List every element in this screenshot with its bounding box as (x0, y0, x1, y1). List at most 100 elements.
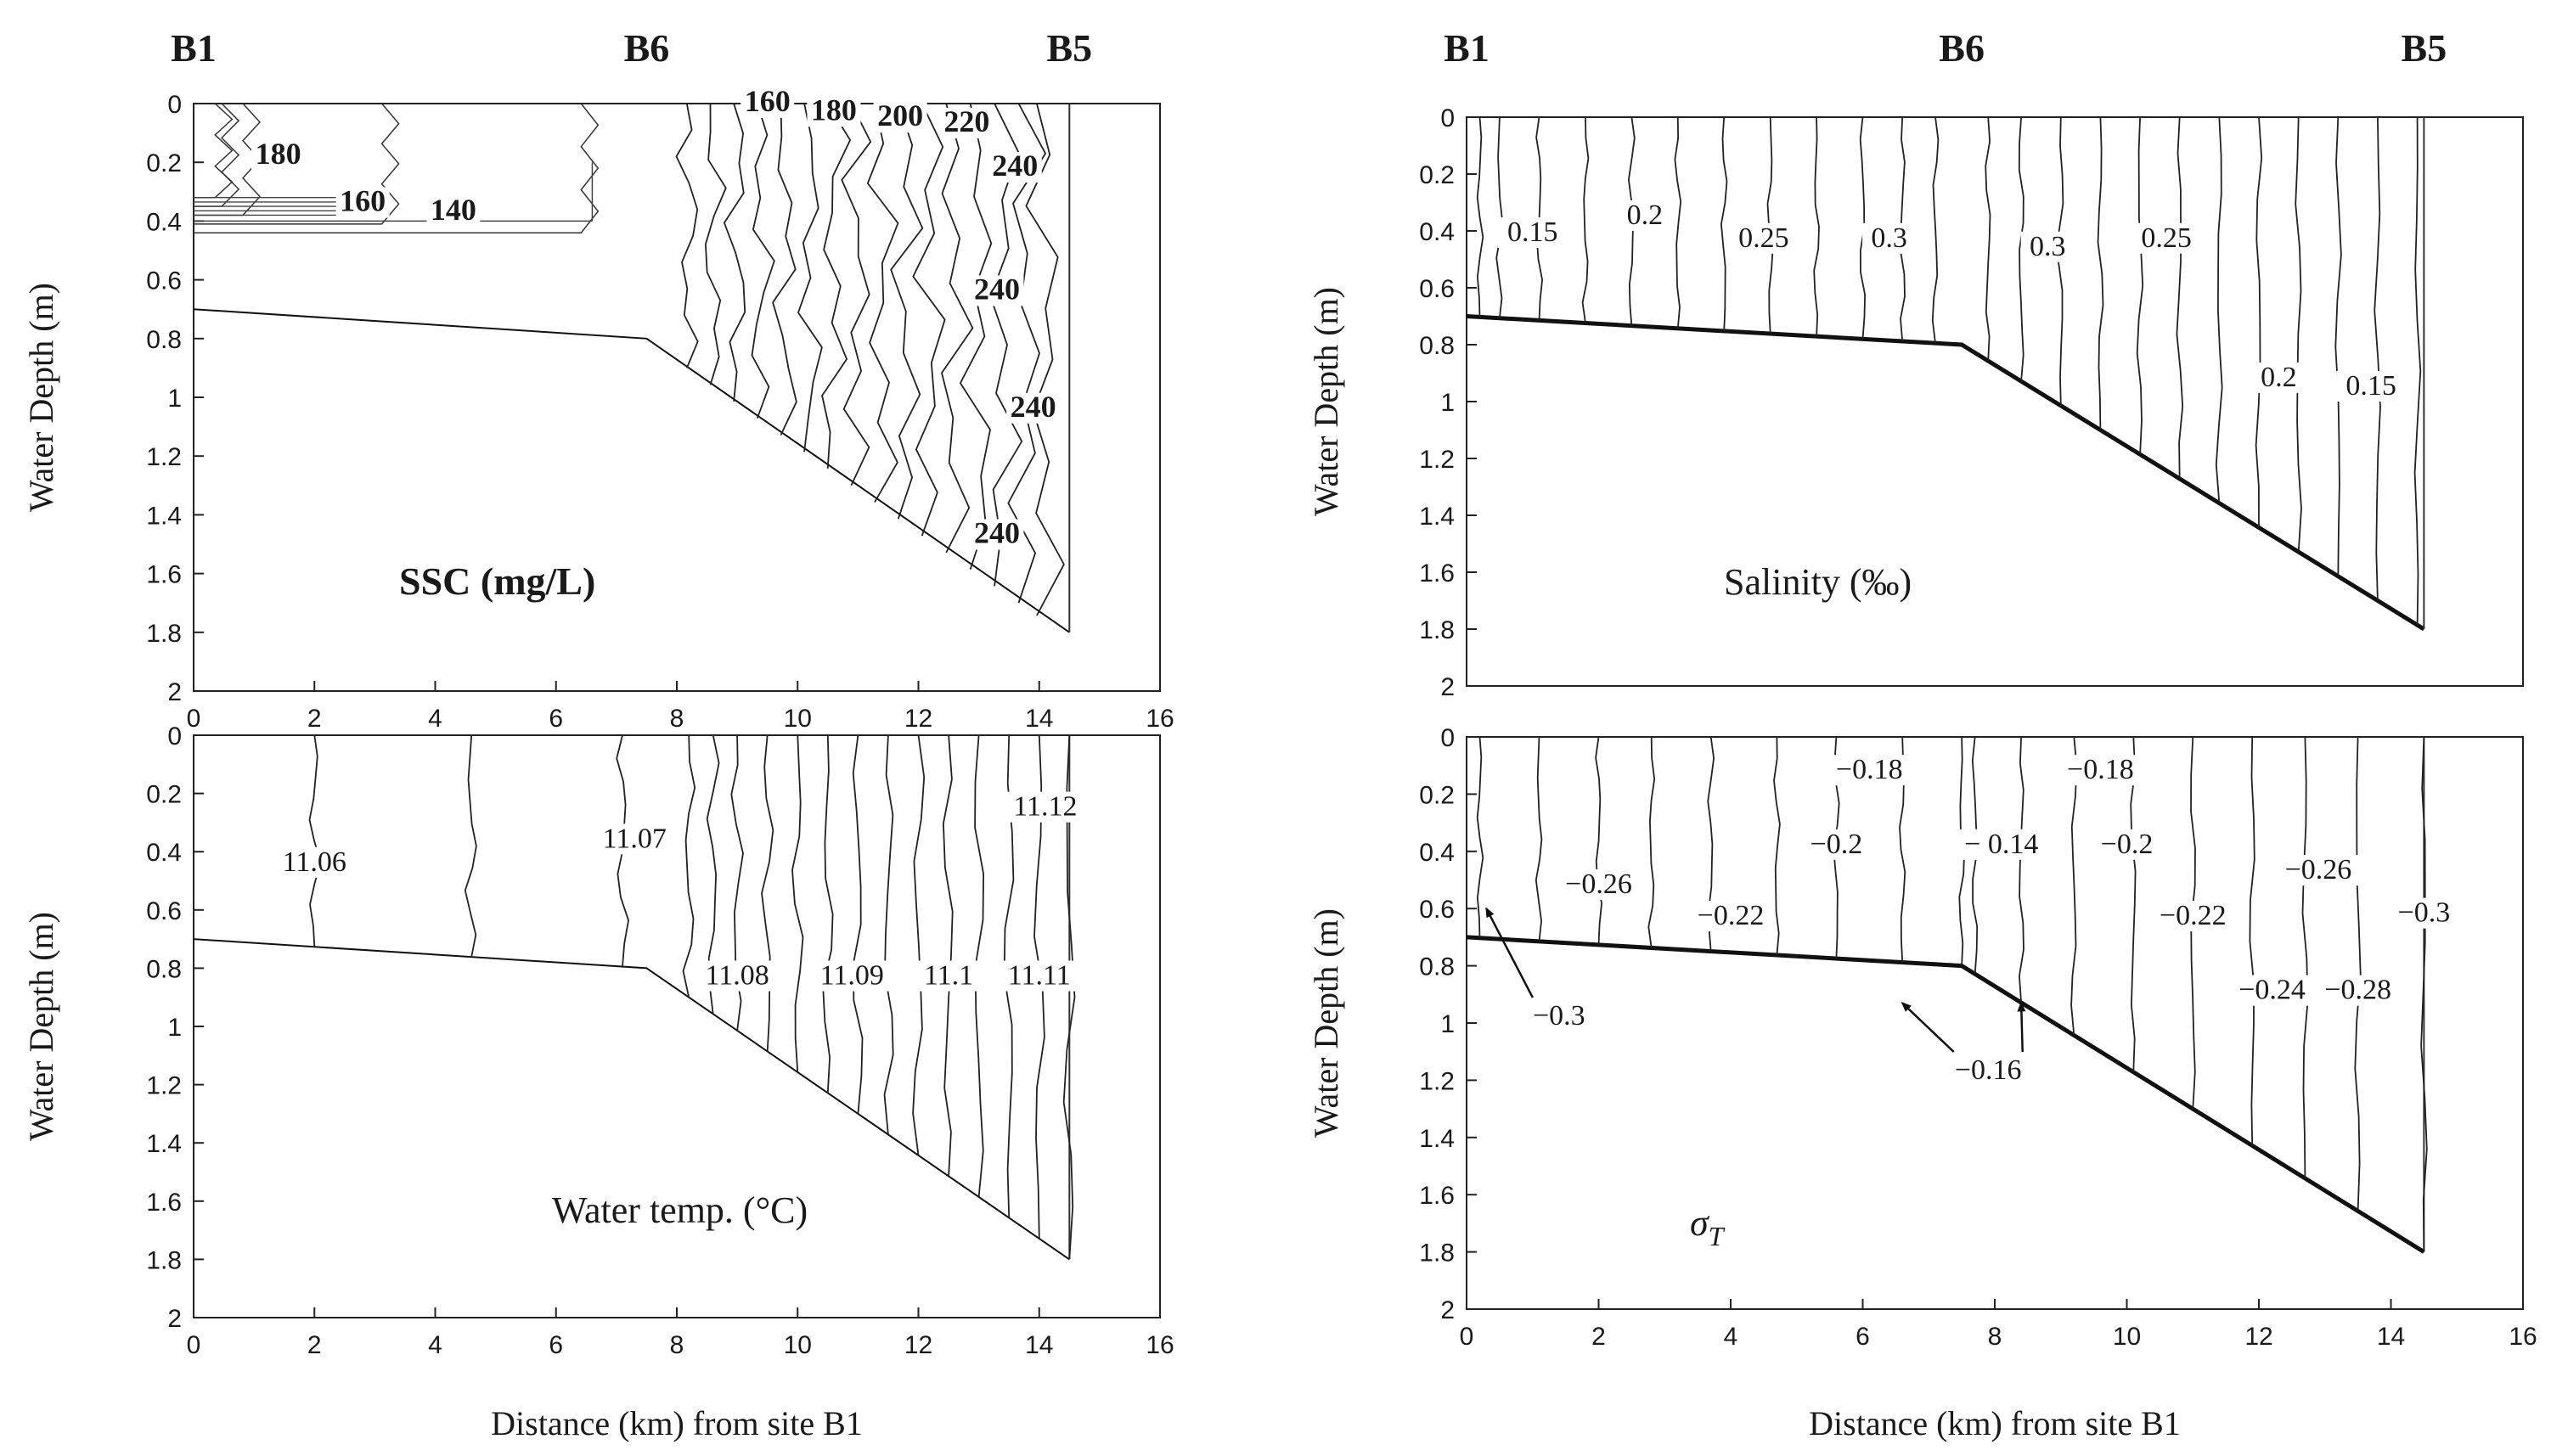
contour-label: 11.08 (706, 960, 769, 992)
contour-label-bg (914, 960, 984, 992)
y-axis-title: Water Depth (m) (22, 912, 60, 1141)
contour-line (1476, 116, 1484, 318)
panel-label-ssc: SSC (mg/L) (399, 559, 595, 603)
contour-line (912, 734, 926, 1156)
y-tick-label: 0.8 (1419, 332, 1455, 360)
contour-label-bg (2275, 855, 2362, 886)
contour-line (1581, 116, 1590, 323)
contour-label-bg (694, 960, 780, 992)
contour-label-bg (1556, 869, 1642, 900)
contour-label: 0.15 (1507, 216, 1558, 248)
contour-label-bg (2149, 901, 2236, 932)
contour-line (866, 103, 899, 503)
contour-line (1595, 736, 1603, 945)
contour-line (194, 103, 262, 216)
contour-line (941, 103, 974, 554)
station-label-b5: B5 (2402, 26, 2447, 70)
x-tick-label: 6 (549, 705, 563, 733)
x-tick-label: 2 (307, 1331, 322, 1359)
x-tick-label: 12 (2244, 1323, 2272, 1351)
contour-label-bg (1002, 791, 1089, 823)
y-tick-label: 1 (1440, 1010, 1455, 1038)
contour-label: 0.25 (1738, 222, 1789, 254)
x-tick-label: 8 (1988, 1323, 2002, 1351)
y-tick-label: 1.8 (1419, 1240, 1455, 1268)
contour-label: 220 (943, 104, 989, 138)
plot-frame-sigma_t (1466, 736, 2524, 1310)
contour-label: 11.06 (283, 846, 346, 878)
contour-line (2070, 736, 2078, 1036)
y-tick-label: 2 (1440, 673, 1455, 701)
y-tick-label: 0.8 (1419, 953, 1455, 981)
contour-label: 240 (1011, 390, 1056, 424)
y-tick-label: 0 (167, 91, 182, 119)
contour-label: 0.15 (2345, 370, 2396, 402)
x-tick-label: 10 (784, 1331, 812, 1359)
panel-label-salinity: Salinity (‰) (1724, 561, 1912, 603)
panel-label-symbol: σ (1690, 1202, 1710, 1244)
contour-line (2018, 736, 2024, 1003)
x-axis-title: Distance (km) from site B1 (1809, 1404, 2181, 1442)
y-tick-label: 0.6 (1419, 896, 1455, 924)
y-tick-label: 1.8 (146, 1246, 182, 1274)
panel-label-subscript: T (1709, 1221, 1726, 1251)
contour-line (464, 734, 477, 958)
x-tick-label: 16 (2509, 1323, 2537, 1351)
contour-line (1476, 736, 1484, 938)
contour-label: −0.18 (1836, 754, 1903, 785)
y-tick-label: 1.6 (146, 1189, 182, 1217)
contour-label-bg (2020, 231, 2075, 262)
y-tick-label: 0 (1440, 724, 1455, 752)
station-label-b6: B6 (1939, 26, 1985, 70)
x-tick-label: 2 (1591, 1323, 1606, 1351)
contour-label-bg (1801, 829, 1872, 860)
contour-line (1535, 736, 1543, 942)
contour-label-bg (970, 275, 1024, 306)
contour-line (2130, 736, 2137, 1072)
y-tick-label: 1.2 (1419, 1067, 1455, 1095)
contour-line (704, 103, 727, 385)
station-label-b5: B5 (1046, 26, 1092, 70)
y-tick-label: 1.2 (146, 1072, 182, 1100)
contour-line (791, 734, 804, 1072)
contour-label: 0.2 (1627, 200, 1664, 231)
panel-sigma_t: 00.20.40.60.811.21.41.61.820 2 4 6 8 10 12 14 16… (1307, 724, 2537, 1442)
contour-label-bg (808, 960, 895, 992)
y-tick-label: 0.6 (146, 897, 182, 925)
y-tick-label: 1 (1440, 389, 1455, 417)
contour-line (2420, 736, 2428, 1252)
contour-label: 240 (974, 272, 1020, 306)
x-tick-label: 4 (1724, 1323, 1738, 1351)
contour-label: −0.26 (1565, 869, 1632, 900)
pointer-arrow (1901, 1002, 1955, 1053)
y-axis-title: Water Depth (m) (1307, 908, 1345, 1138)
contour-label-bg (251, 140, 306, 171)
x-tick-label: 14 (1025, 1331, 1053, 1359)
contour-label-bg (2336, 370, 2407, 402)
contour-line (1773, 736, 1781, 956)
x-tick-label: 16 (1146, 705, 1174, 733)
station-label-b6: B6 (624, 26, 670, 70)
station-label-b1: B1 (1444, 26, 1489, 70)
y-tick-label: 0.2 (146, 781, 182, 809)
y-tick-label: 0.4 (146, 208, 182, 236)
contour-line (751, 103, 775, 419)
y-tick-label: 1.8 (146, 620, 182, 648)
bed-profile-line (193, 938, 1070, 1261)
contour-label: −0.26 (2285, 854, 2352, 885)
contour-label: 180 (811, 93, 857, 126)
contour-label: 180 (256, 137, 301, 171)
contour-label-bg (1618, 200, 1672, 231)
x-tick-label: 6 (1856, 1323, 1870, 1351)
arrow-label-bg (1945, 1055, 2031, 1087)
contour-line (1674, 116, 1682, 329)
contour-line (852, 734, 864, 1114)
contour-line (2413, 116, 2422, 626)
contour-label-bg (2315, 975, 2402, 1006)
contour-line (1025, 103, 1065, 616)
y-tick-label: 2 (167, 678, 182, 706)
contour-line (723, 103, 746, 402)
x-axis-title: Distance (km) from site B1 (491, 1404, 863, 1442)
y-tick-label: 2 (1440, 1296, 1455, 1324)
